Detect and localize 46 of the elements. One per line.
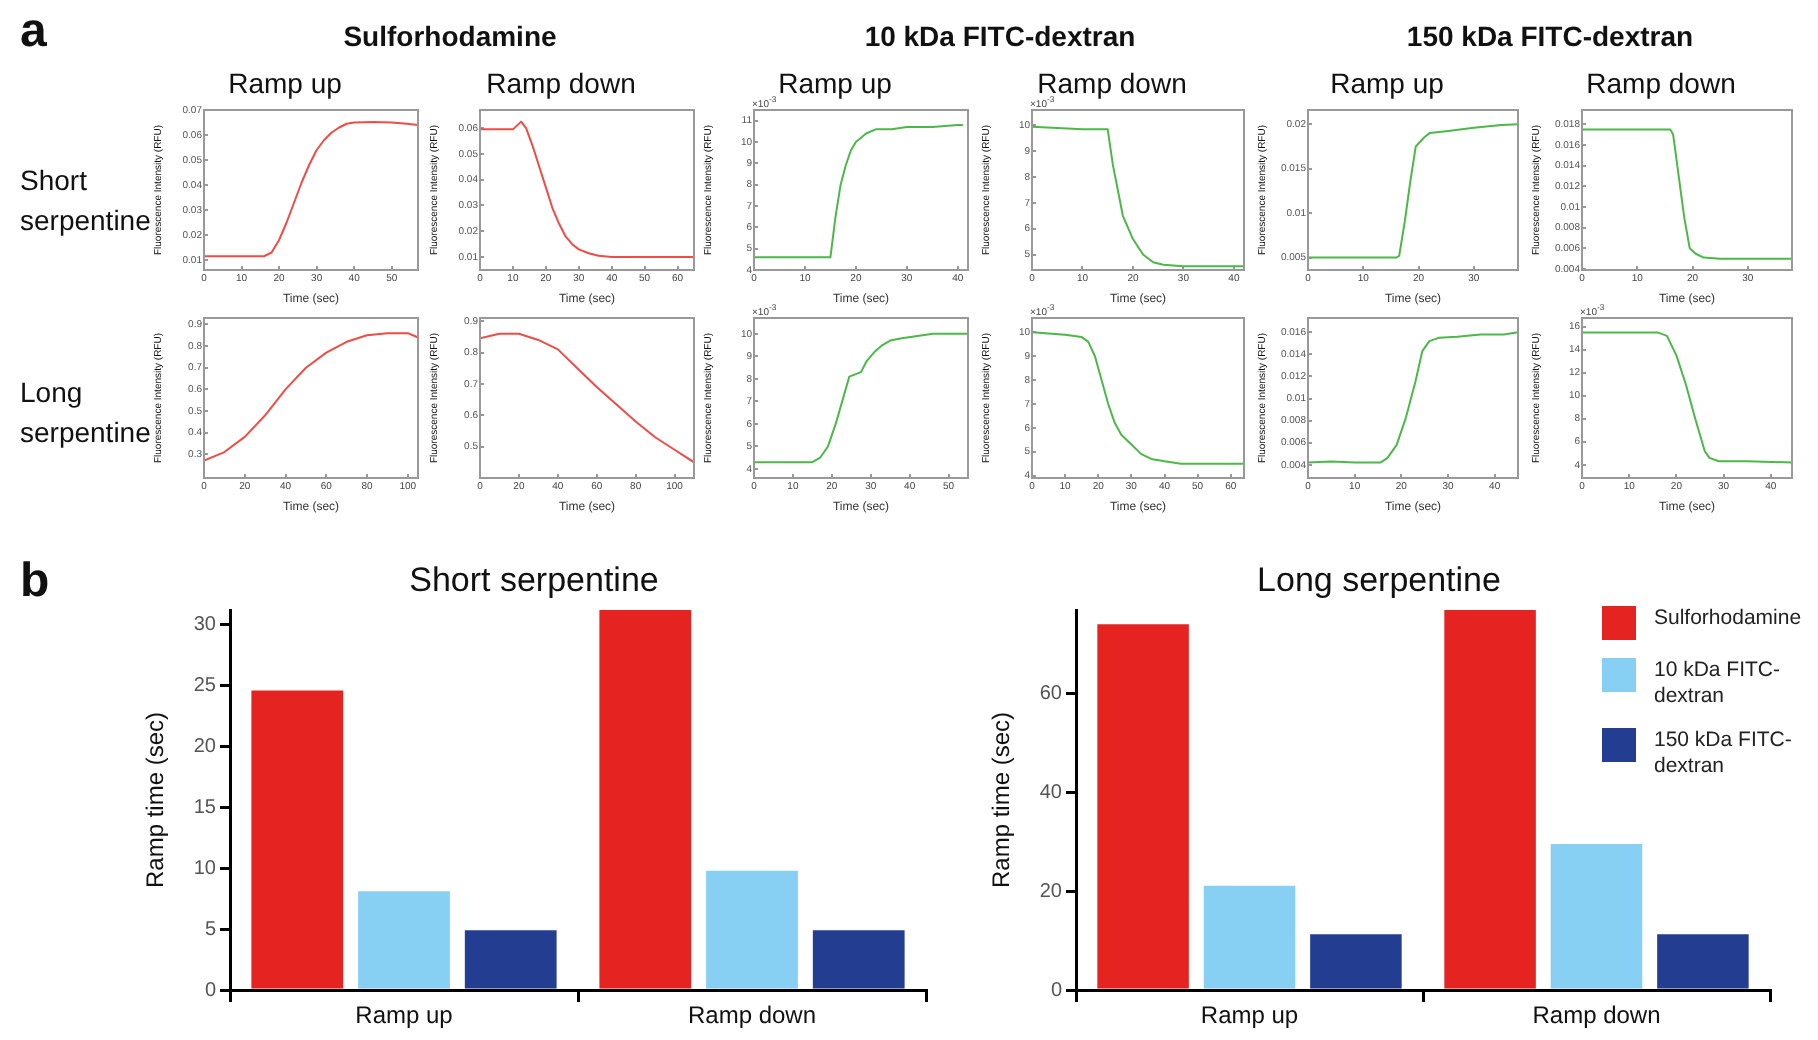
- bar: [706, 870, 798, 989]
- bar: [1097, 624, 1189, 989]
- y-tick-label: 20: [193, 735, 217, 758]
- text: Long serpentine: [20, 376, 151, 448]
- bar: [1550, 843, 1643, 989]
- y-axis-title: Ramp time (sec): [987, 711, 1016, 889]
- chart-title: Ramp up: [228, 66, 343, 99]
- chart-title: Ramp up: [778, 66, 893, 99]
- text: a: [20, 4, 49, 60]
- bar: [812, 930, 905, 989]
- chart-title: Ramp down: [1586, 66, 1736, 99]
- bar: [464, 930, 557, 989]
- y-axis-title: Ramp time (sec): [141, 711, 170, 889]
- legend-label: Sulforhodamine: [1654, 606, 1804, 632]
- text: 10 kDa FITC-dextran: [862, 20, 1138, 52]
- bar: [358, 891, 450, 989]
- text: Sulforhodamine: [341, 20, 559, 52]
- bar: [251, 690, 344, 989]
- legend-label: 10 kDa FITC-dextran: [1654, 658, 1783, 710]
- text: 150 kDa FITC-dextran: [1404, 20, 1696, 52]
- y-tick-label: 20: [1039, 880, 1063, 903]
- y-tick-label: 10: [193, 857, 217, 880]
- bar: [1310, 934, 1402, 989]
- x-tick-label: Ramp down: [687, 1001, 817, 1030]
- y-tick-label: 25: [193, 675, 217, 698]
- y-tick-label: 0: [204, 979, 217, 1002]
- text: Short serpentine: [20, 164, 151, 236]
- chart-title: Ramp up: [1330, 66, 1445, 99]
- chart-title: Long serpentine: [1257, 560, 1501, 599]
- bar: [1203, 885, 1296, 989]
- y-tick-label: 15: [193, 796, 217, 819]
- bar: [599, 610, 692, 989]
- y-tick-label: 0: [1050, 979, 1063, 1002]
- x-tick-label: Ramp up: [1200, 1001, 1299, 1030]
- bar: [1657, 934, 1749, 989]
- y-tick-label: 5: [204, 918, 217, 941]
- chart-title: Ramp down: [486, 66, 636, 99]
- y-tick-label: 30: [193, 614, 217, 637]
- x-tick-label: Ramp down: [1532, 1001, 1661, 1030]
- bar: [1444, 610, 1536, 989]
- y-tick-label: 40: [1039, 782, 1063, 805]
- chart-title: Short serpentine: [409, 560, 659, 599]
- y-tick-label: 60: [1039, 683, 1063, 706]
- legend-label: 150 kDa FITC-dextran: [1654, 728, 1794, 780]
- text: b: [20, 554, 52, 610]
- x-tick-label: Ramp up: [355, 1001, 454, 1030]
